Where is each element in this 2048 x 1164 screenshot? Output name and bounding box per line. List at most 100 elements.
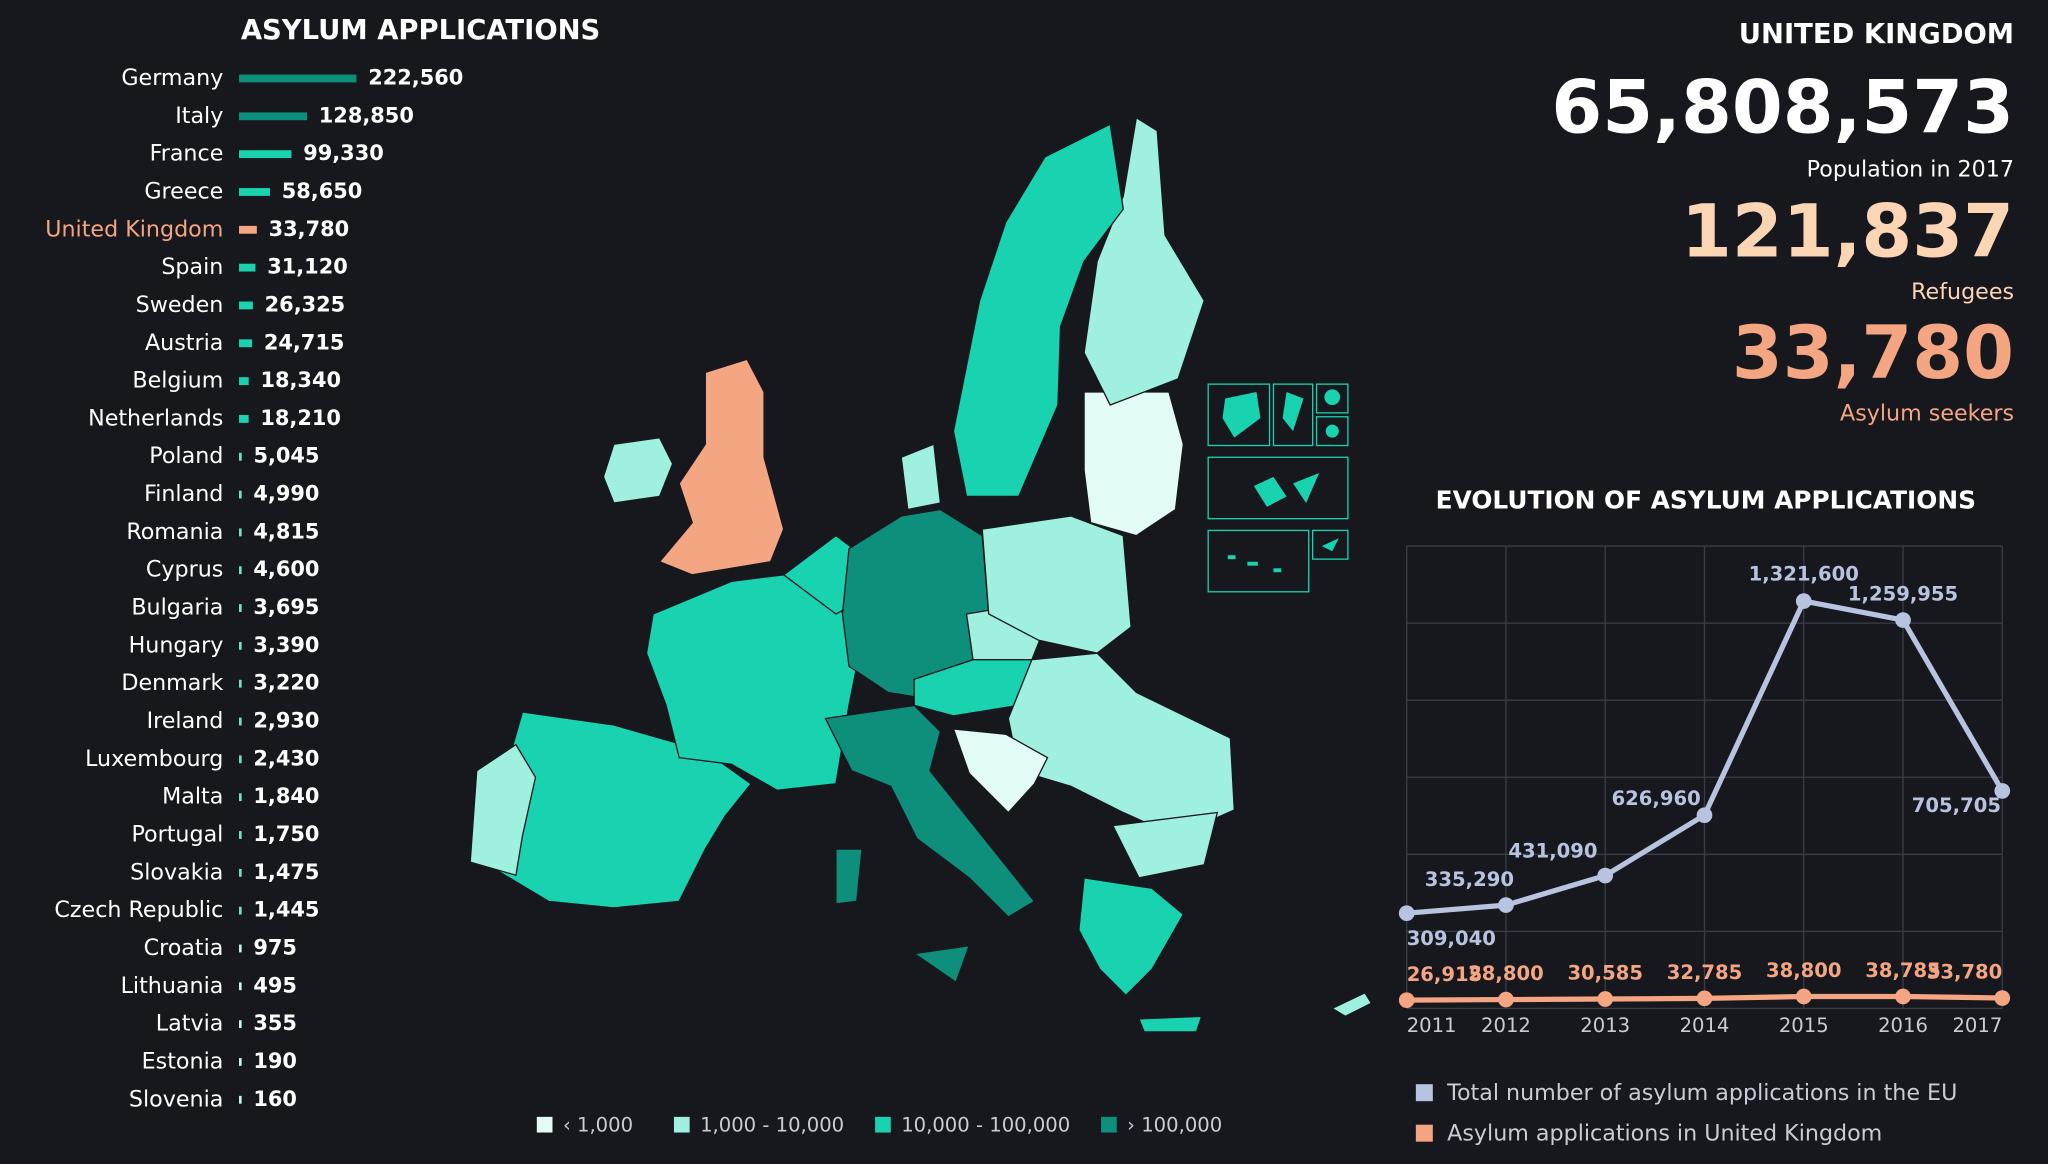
category-label: Denmark bbox=[121, 670, 223, 696]
category-label: United Kingdom bbox=[45, 216, 223, 242]
bar bbox=[239, 339, 253, 348]
value-label: 18,210 bbox=[260, 406, 341, 430]
value-label: 160 bbox=[253, 1087, 297, 1111]
bar bbox=[239, 868, 242, 877]
map bbox=[469, 116, 1373, 1033]
value-label: 5,045 bbox=[253, 444, 319, 468]
value-label: 1,475 bbox=[253, 860, 319, 884]
bar bbox=[239, 377, 249, 386]
country-shape bbox=[912, 944, 971, 984]
line-title: EVOLUTION OF ASYLUM APPLICATIONS bbox=[1436, 486, 1976, 515]
category-label: Italy bbox=[175, 103, 223, 129]
category-label: Austria bbox=[145, 330, 223, 356]
category-label: Belgium bbox=[132, 368, 223, 394]
bar bbox=[239, 641, 242, 650]
bar bbox=[239, 1020, 242, 1029]
country-shape bbox=[981, 515, 1132, 654]
data-point bbox=[1895, 988, 1911, 1005]
country-shape bbox=[900, 443, 942, 511]
value-label: 3,220 bbox=[253, 671, 319, 695]
value-label: 1,840 bbox=[253, 784, 319, 808]
value-label: 431,090 bbox=[1508, 840, 1597, 863]
refugees: 121,837 bbox=[1681, 190, 2014, 275]
x-tick-label: 2013 bbox=[1580, 1014, 1630, 1037]
value-label: 4,990 bbox=[253, 482, 319, 506]
data-point bbox=[1498, 897, 1514, 913]
bar bbox=[239, 112, 308, 121]
data-point bbox=[1795, 988, 1812, 1005]
asylum-seekers: 33,780 bbox=[1732, 311, 2014, 396]
country-shape bbox=[835, 848, 863, 905]
category-label: Netherlands bbox=[88, 405, 223, 431]
category-label: Hungary bbox=[129, 632, 224, 658]
bar bbox=[239, 1058, 242, 1066]
country-shape bbox=[952, 123, 1124, 498]
data-point bbox=[1795, 593, 1812, 609]
country-shape bbox=[1083, 391, 1185, 537]
x-tick-label: 2015 bbox=[1779, 1014, 1829, 1037]
value-label: 4,815 bbox=[253, 519, 319, 543]
value-label: 33,780 bbox=[1927, 961, 2003, 984]
value-label: 99,330 bbox=[303, 141, 384, 165]
value-label: 1,750 bbox=[253, 822, 319, 846]
value-label: 222,560 bbox=[368, 65, 463, 89]
map-legend-label: › 100,000 bbox=[1127, 1114, 1222, 1137]
data-point bbox=[1994, 783, 2011, 799]
category-label: Germany bbox=[121, 65, 223, 91]
value-label: 1,259,955 bbox=[1848, 583, 1958, 606]
value-label: 18,340 bbox=[260, 368, 341, 392]
value-label: 626,960 bbox=[1612, 787, 1701, 810]
category-label: Lithuania bbox=[121, 973, 224, 999]
value-label: 28,800 bbox=[1468, 962, 1544, 985]
bar bbox=[239, 679, 242, 688]
value-label: 495 bbox=[253, 973, 297, 997]
country-shape bbox=[1083, 116, 1205, 406]
country-shape bbox=[952, 728, 1049, 814]
category-label: Portugal bbox=[131, 821, 223, 847]
bar bbox=[239, 793, 242, 802]
bar bbox=[239, 755, 242, 764]
value-label: 33,780 bbox=[269, 217, 350, 241]
country-shape bbox=[1137, 1015, 1203, 1033]
legend-swatch bbox=[1415, 1124, 1433, 1142]
value-label: 26,915 bbox=[1407, 963, 1483, 986]
x-tick-label: 2014 bbox=[1680, 1014, 1730, 1037]
bar bbox=[239, 1095, 242, 1104]
value-label: 128,850 bbox=[319, 103, 414, 127]
x-tick-label: 2016 bbox=[1878, 1014, 1928, 1037]
category-label: Ireland bbox=[147, 708, 224, 734]
value-label: 975 bbox=[253, 935, 297, 959]
bar bbox=[239, 225, 257, 234]
bar-title: ASYLUM APPLICATIONS bbox=[241, 15, 600, 46]
x-tick-label: 2012 bbox=[1481, 1014, 1531, 1037]
bar bbox=[239, 906, 242, 915]
data-point bbox=[1696, 807, 1713, 824]
category-label: Latvia bbox=[156, 1011, 224, 1037]
data-point bbox=[1398, 992, 1415, 1008]
country-shape bbox=[1330, 991, 1373, 1018]
bar bbox=[239, 301, 253, 310]
refugees-label: Refugees bbox=[1911, 279, 2014, 305]
outlying-regions bbox=[1207, 383, 1349, 593]
bar bbox=[239, 944, 242, 953]
bar bbox=[239, 717, 242, 726]
map-legend-label: 10,000 - 100,000 bbox=[901, 1114, 1070, 1137]
value-label: 24,715 bbox=[264, 330, 345, 354]
value-label: 1,445 bbox=[253, 898, 319, 922]
category-label: Croatia bbox=[144, 935, 224, 961]
category-label: Bulgaria bbox=[131, 595, 223, 621]
data-point bbox=[1895, 612, 1911, 628]
value-label: 26,325 bbox=[265, 292, 346, 316]
value-label: 32,785 bbox=[1667, 961, 1743, 984]
value-label: 3,390 bbox=[253, 633, 319, 657]
legend-label: Asylum applications in United Kingdom bbox=[1447, 1120, 1882, 1146]
category-label: Slovenia bbox=[129, 1086, 223, 1112]
map-legend-swatch bbox=[1101, 1116, 1117, 1133]
category-label: Estonia bbox=[142, 1048, 224, 1074]
category-label: Spain bbox=[161, 254, 223, 280]
bar bbox=[239, 831, 242, 839]
value-label: 2,930 bbox=[253, 709, 319, 733]
value-label: 31,120 bbox=[267, 255, 348, 279]
bar bbox=[239, 414, 249, 423]
